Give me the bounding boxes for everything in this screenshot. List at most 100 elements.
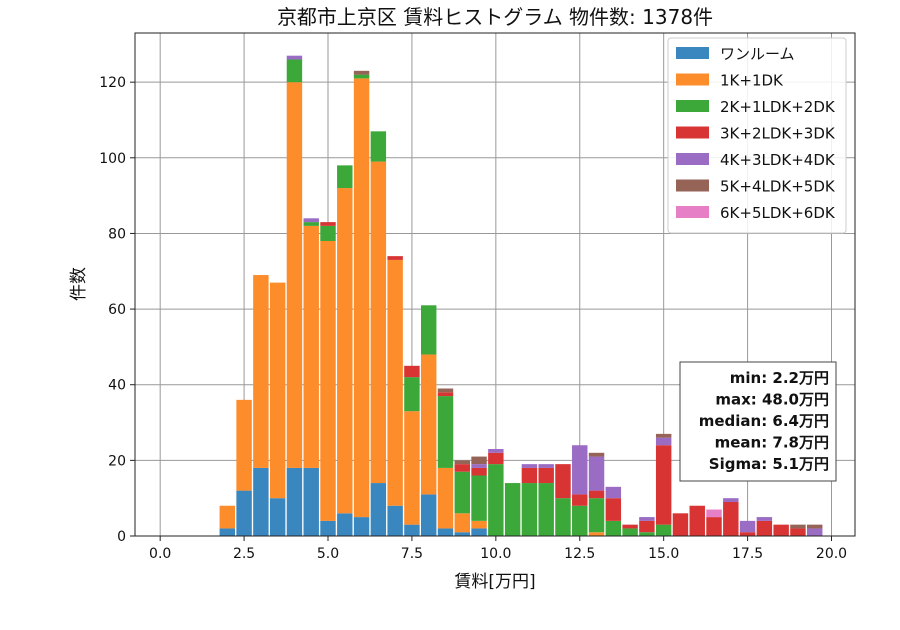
y-tick-label: 80 — [108, 226, 126, 242]
legend-swatch — [676, 73, 709, 86]
x-tick-label: 2.5 — [233, 546, 255, 562]
bar-segment-series-2 — [454, 471, 470, 514]
histogram-bars — [219, 55, 823, 536]
bar-segment-series-1 — [588, 532, 605, 536]
bar-segment-series-4 — [756, 517, 773, 521]
bar-segment-series-1 — [236, 399, 252, 491]
legend-swatch — [676, 100, 709, 112]
bar-segment-series-2 — [286, 59, 303, 83]
bar-segment-series-3 — [555, 464, 571, 499]
bar-segment-series-0 — [337, 513, 353, 536]
bar-segment-series-3 — [790, 528, 806, 536]
bar-segment-series-4 — [521, 464, 538, 468]
legend-swatch — [676, 126, 709, 139]
bar-segment-series-3 — [488, 452, 504, 465]
x-axis-ticks: 0.0 2.5 5.0 7.5 10.0 12.5 15.0 17.5 20.0 — [149, 536, 847, 562]
bar-segment-series-0 — [454, 532, 470, 536]
bar-segment-series-2 — [572, 505, 588, 536]
bar-segment-series-5 — [353, 70, 370, 75]
bar-segment-series-0 — [353, 517, 370, 536]
bar-segment-series-0 — [236, 490, 252, 536]
stats-line: max: 48.0万円 — [715, 391, 829, 409]
bar-segment-series-2 — [538, 483, 554, 536]
bar-segment-series-1 — [437, 467, 454, 529]
legend: ワンルーム 1K+1DK 2K+1LDK+2DK 3K+2LDK+3DK 4K+3LDK… — [667, 37, 847, 234]
bar-segment-series-2 — [555, 498, 571, 536]
bar-segment-series-1 — [303, 225, 319, 468]
y-tick-label: 60 — [108, 302, 126, 318]
stats-line: mean: 7.8万円 — [715, 434, 829, 452]
bar-segment-series-4 — [807, 528, 823, 536]
bar-segment-series-4 — [723, 498, 739, 502]
bar-segment-series-4 — [639, 517, 655, 521]
y-tick-label: 100 — [99, 151, 126, 167]
bar-segment-series-5 — [807, 524, 823, 529]
bar-segment-series-3 — [538, 467, 554, 484]
bar-segment-series-4 — [286, 55, 303, 60]
bar-segment-series-2 — [655, 524, 672, 536]
legend-label: 4K+3LDK+4DK — [720, 151, 836, 169]
bar-segment-series-1 — [471, 520, 487, 529]
bar-segment-series-1 — [286, 82, 303, 468]
bar-segment-series-3 — [689, 505, 705, 536]
x-tick-label: 7.5 — [401, 546, 423, 562]
bar-segment-series-4 — [588, 456, 605, 491]
bar-segment-series-4 — [488, 449, 504, 453]
bar-segment-series-3 — [605, 498, 622, 521]
bar-segment-series-2 — [521, 483, 538, 536]
bar-segment-series-1 — [404, 411, 420, 525]
bar-segment-series-3 — [521, 467, 538, 484]
bar-segment-series-5 — [655, 433, 672, 438]
bar-segment-series-2 — [639, 532, 655, 536]
bar-segment-series-1 — [387, 259, 403, 506]
x-tick-label: 10.0 — [480, 546, 511, 562]
bar-segment-series-3 — [454, 464, 470, 472]
bar-segment-series-4 — [739, 520, 756, 533]
bar-segment-series-0 — [387, 505, 403, 536]
y-tick-label: 120 — [99, 75, 126, 91]
bar-segment-series-3 — [622, 524, 638, 529]
bar-segment-series-3 — [723, 501, 739, 536]
bar-segment-series-2 — [420, 305, 437, 355]
legend-label: 5K+4LDK+5DK — [720, 178, 836, 196]
bar-segment-series-0 — [253, 467, 269, 536]
legend-label: ワンルーム — [720, 45, 795, 63]
bar-segment-series-2 — [471, 475, 487, 521]
bar-segment-series-2 — [622, 528, 638, 536]
bar-segment-series-1 — [353, 78, 370, 518]
bar-segment-series-3 — [404, 365, 420, 378]
bar-segment-series-2 — [605, 520, 622, 536]
bar-segment-series-0 — [437, 528, 454, 536]
bar-segment-series-0 — [320, 520, 336, 536]
bar-segment-series-1 — [337, 188, 353, 514]
bar-segment-series-0 — [303, 467, 319, 536]
x-tick-label: 17.5 — [732, 546, 763, 562]
bar-segment-series-3 — [739, 532, 756, 536]
bar-segment-series-1 — [454, 513, 470, 533]
bar-segment-series-3 — [471, 467, 487, 476]
y-tick-label: 40 — [108, 378, 126, 394]
bar-segment-series-1 — [320, 241, 336, 521]
bar-segment-series-3 — [756, 520, 773, 536]
bar-segment-series-5 — [471, 456, 487, 465]
stats-box: min: 2.2万円 max: 48.0万円 median: 6.4万円 mean: … — [679, 361, 837, 482]
bar-segment-series-4 — [538, 464, 554, 468]
bar-segment-series-0 — [420, 494, 437, 536]
bar-segment-series-1 — [219, 505, 236, 529]
bar-segment-series-3 — [706, 517, 722, 536]
bar-segment-series-2 — [588, 498, 605, 533]
bar-segment-series-3 — [639, 520, 655, 533]
bar-segment-series-2 — [353, 74, 370, 79]
legend-swatch — [676, 47, 709, 59]
bar-segment-series-1 — [420, 354, 437, 495]
bar-segment-series-2 — [504, 483, 521, 536]
bar-segment-series-2 — [437, 396, 454, 468]
bar-segment-series-4 — [471, 464, 487, 468]
legend-box — [667, 37, 847, 234]
legend-label: 1K+1DK — [720, 72, 784, 90]
legend-label: 2K+1LDK+2DK — [720, 98, 836, 116]
bar-segment-series-0 — [471, 528, 487, 536]
bar-segment-series-0 — [370, 483, 387, 536]
legend-label: 6K+5LDK+6DK — [720, 204, 836, 222]
